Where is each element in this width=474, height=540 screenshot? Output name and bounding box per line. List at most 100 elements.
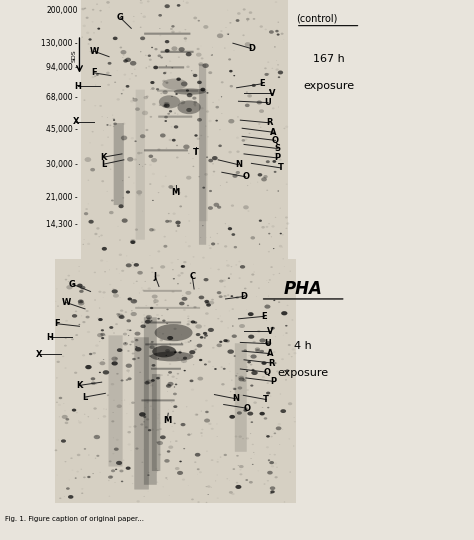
Circle shape [291,356,292,357]
Circle shape [109,211,114,214]
Circle shape [92,9,94,11]
Circle shape [232,326,234,327]
Circle shape [204,173,208,176]
Circle shape [119,239,121,241]
Circle shape [272,68,273,69]
Circle shape [186,323,190,326]
Circle shape [169,139,172,141]
FancyBboxPatch shape [109,335,123,467]
Circle shape [260,350,264,353]
Circle shape [130,100,134,103]
Circle shape [133,98,138,102]
Text: H: H [46,333,54,342]
Text: M: M [172,188,180,197]
Circle shape [175,440,178,442]
Circle shape [264,73,269,76]
Circle shape [168,446,173,449]
Text: E: E [260,79,265,88]
Circle shape [125,342,126,343]
Circle shape [127,157,133,161]
Circle shape [280,233,282,234]
Circle shape [202,256,205,259]
Circle shape [65,418,69,421]
Circle shape [270,266,273,268]
Circle shape [227,294,229,296]
Circle shape [143,421,145,422]
Circle shape [172,269,173,270]
Text: A: A [270,128,277,137]
Circle shape [78,300,84,303]
Circle shape [233,75,235,76]
Circle shape [265,226,268,228]
Circle shape [92,352,96,354]
Circle shape [160,133,165,138]
Circle shape [134,158,137,160]
Circle shape [149,59,152,61]
Circle shape [122,139,125,141]
Circle shape [190,282,191,284]
Circle shape [206,303,211,307]
Circle shape [141,287,143,288]
Circle shape [268,348,272,350]
Circle shape [208,494,209,495]
Text: F: F [55,319,60,328]
Circle shape [213,202,219,207]
Circle shape [274,380,276,381]
Circle shape [88,180,89,181]
Circle shape [184,37,187,40]
Circle shape [126,264,132,267]
Circle shape [131,341,134,343]
Circle shape [276,427,282,430]
Circle shape [201,410,202,411]
Circle shape [231,493,235,495]
Circle shape [111,469,115,472]
Circle shape [266,382,269,384]
Circle shape [161,315,163,316]
Circle shape [229,371,231,372]
Circle shape [121,400,122,401]
Circle shape [109,496,110,497]
Circle shape [195,414,198,416]
Circle shape [135,339,138,341]
Circle shape [264,29,267,30]
Circle shape [134,69,136,70]
Circle shape [169,363,171,365]
Circle shape [253,351,254,352]
Circle shape [239,324,245,328]
Circle shape [280,394,281,395]
Circle shape [167,450,170,453]
Circle shape [204,418,210,423]
Circle shape [136,448,138,450]
Circle shape [70,457,73,459]
Circle shape [229,70,233,72]
Circle shape [202,63,209,68]
Circle shape [149,355,151,357]
Text: Q: Q [272,136,279,145]
Circle shape [81,315,82,316]
Circle shape [187,315,190,317]
Circle shape [85,365,91,369]
Circle shape [206,486,207,487]
Circle shape [87,243,90,245]
Circle shape [212,54,213,55]
Circle shape [252,444,254,445]
Circle shape [102,415,106,417]
Circle shape [250,281,253,283]
Circle shape [173,393,177,395]
Circle shape [128,431,131,434]
Circle shape [244,349,247,352]
Circle shape [257,181,258,183]
Circle shape [150,384,153,387]
Circle shape [208,71,212,74]
Circle shape [79,271,80,272]
Circle shape [111,289,118,293]
Circle shape [155,468,157,470]
Circle shape [77,454,81,456]
Circle shape [123,342,128,346]
Circle shape [128,177,130,178]
Circle shape [150,81,155,84]
Circle shape [144,496,145,497]
Circle shape [165,355,167,356]
Text: J: J [154,272,157,281]
Circle shape [204,363,207,366]
